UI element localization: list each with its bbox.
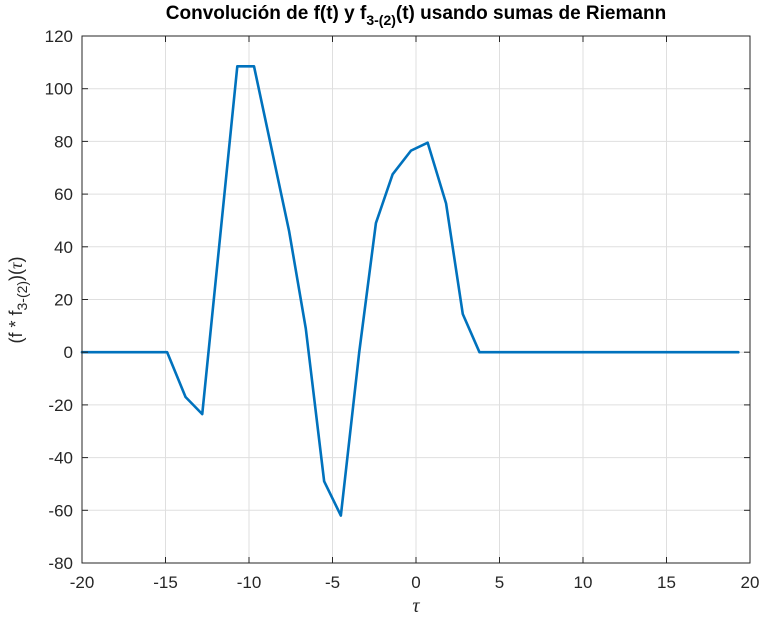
x-tick-label: -5	[325, 573, 340, 592]
x-tick-label: 10	[574, 573, 593, 592]
x-tick-label: 20	[741, 573, 760, 592]
y-tick-label: -40	[48, 449, 73, 468]
x-axis-label: τ	[412, 595, 420, 617]
y-tick-label: 80	[54, 132, 73, 151]
y-axis-label-subscript: 3-(2)	[14, 281, 30, 311]
series-line	[80, 65, 740, 517]
x-tick-label: -10	[237, 573, 262, 592]
x-tick-label: 0	[411, 573, 420, 592]
series-layer	[80, 65, 740, 517]
y-tick-label: -80	[48, 554, 73, 573]
x-tick-label: 15	[657, 573, 676, 592]
y-tick-label: 0	[64, 343, 73, 362]
x-tick-label: 5	[495, 573, 504, 592]
y-tick-label: -20	[48, 396, 73, 415]
x-tick-label: -15	[153, 573, 178, 592]
y-axis-label: (f * f3-(2))(τ)	[6, 256, 30, 343]
y-tick-label: 120	[45, 27, 73, 46]
ticks	[81, 35, 751, 564]
x-tick-label: -20	[70, 573, 95, 592]
y-tick-label: 40	[54, 238, 73, 257]
y-tick-label: -60	[48, 501, 73, 520]
chart-title: Convolución de f(t) y f3-(2)(t) usando s…	[166, 3, 666, 28]
y-tick-label: 60	[54, 185, 73, 204]
chart-title-subscript: 3-(2)	[366, 12, 396, 28]
y-tick-label: 20	[54, 291, 73, 310]
tick-labels: -20 -15 -10 -5 0 5 10 15 20 -80 -60 -40 -20 0 20 40 60 80…	[45, 27, 760, 592]
y-tick-label: 100	[45, 80, 73, 99]
